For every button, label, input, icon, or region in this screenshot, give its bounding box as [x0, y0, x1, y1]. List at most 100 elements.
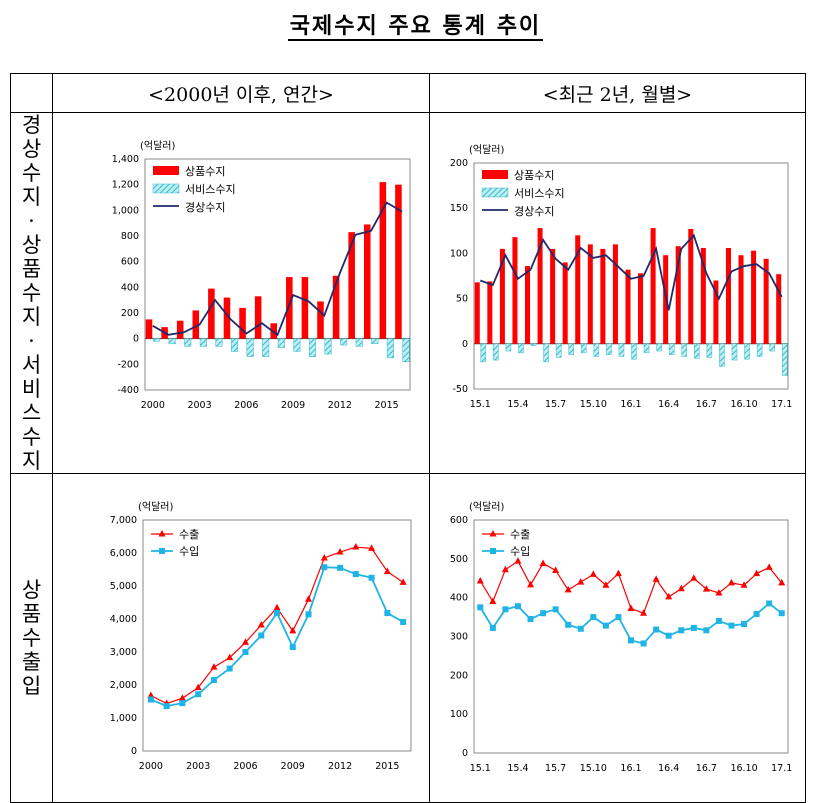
point-imports: [640, 640, 647, 647]
point-exports: [476, 576, 484, 584]
bar-services: [324, 338, 332, 355]
point-exports: [194, 683, 202, 691]
y-tick-label: 0: [131, 746, 137, 757]
point-imports: [179, 700, 186, 707]
bar-services: [719, 343, 725, 367]
y-tick-label: 200: [450, 670, 468, 681]
point-imports: [766, 600, 773, 607]
legend-goods-swatch: [153, 166, 179, 175]
point-exports: [226, 653, 234, 661]
row-label-balance: 경상수지·상품수지·서비스수지: [10, 112, 53, 474]
x-tick-label: 2000: [139, 761, 163, 772]
unit-label: (억달러): [138, 501, 174, 513]
bar-goods: [638, 273, 644, 344]
bar-goods: [474, 282, 480, 344]
header-monthly: <최근 2년, 월별>: [429, 73, 806, 113]
point-exports: [715, 589, 723, 596]
stats-table: <2000년 이후, 연간> <최근 2년, 월별> 경상수지·상품수지·서비스…: [10, 73, 806, 803]
point-imports: [577, 625, 584, 632]
point-imports: [274, 610, 280, 617]
point-imports: [540, 610, 547, 617]
bar-goods: [176, 320, 184, 339]
bar-services: [493, 343, 499, 361]
x-tick-label: 15.4: [507, 763, 528, 774]
point-exports: [241, 638, 249, 645]
x-tick-label: 17.1: [771, 399, 792, 410]
bar-services: [168, 338, 176, 345]
plot-area: [142, 519, 412, 752]
x-tick-label: 2009: [281, 400, 305, 411]
x-tick-label: 15.1: [470, 399, 491, 410]
bar-goods: [512, 237, 518, 344]
point-exports: [147, 691, 155, 699]
point-exports: [273, 603, 281, 611]
x-tick-label: 15.10: [580, 399, 607, 410]
point-exports: [690, 574, 698, 581]
y-tick-label: -50: [452, 384, 468, 395]
bar-goods: [239, 307, 246, 339]
bar-services: [593, 343, 600, 357]
point-imports: [321, 564, 328, 571]
point-imports: [728, 622, 735, 629]
y-tick-label: 0: [133, 334, 139, 345]
y-tick-label: 2,000: [110, 680, 137, 691]
point-imports: [305, 611, 312, 618]
point-imports: [753, 610, 760, 617]
point-exports: [527, 580, 535, 588]
point-imports: [163, 703, 170, 710]
chart-annual-trade: 0 1,000 2,000 3,000 4,000 5,000 6,000 7,000 2000…: [110, 501, 412, 772]
x-tick-label: 2006: [233, 761, 257, 772]
bar-goods: [348, 232, 355, 339]
legend-imports-marker: [159, 548, 165, 554]
bar-goods: [738, 255, 744, 344]
y-tick-label: 600: [450, 515, 468, 526]
point-exports: [589, 570, 597, 577]
point-exports: [514, 557, 522, 564]
y-tick-label: 7,000: [110, 515, 137, 526]
y-tick-label: 500: [450, 554, 468, 565]
bar-services: [402, 338, 410, 363]
bar-services: [184, 338, 192, 347]
x-tick-label: 2006: [234, 400, 258, 411]
x-tick-label: 16.7: [696, 399, 717, 410]
point-imports: [258, 632, 265, 639]
bar-services: [618, 343, 625, 357]
bar-services: [744, 343, 750, 360]
point-imports: [368, 574, 375, 581]
bar-services: [656, 343, 662, 352]
bar-goods: [612, 244, 618, 344]
point-imports: [384, 610, 391, 617]
point-imports: [690, 624, 697, 631]
legend-services-swatch: [481, 187, 509, 198]
bar-goods: [499, 248, 505, 344]
y-tick-label: 50: [456, 294, 468, 305]
bar-goods: [379, 182, 387, 339]
bar-goods: [208, 288, 215, 339]
point-exports: [352, 543, 360, 550]
y-tick-label: 600: [121, 257, 139, 268]
point-exports: [614, 569, 622, 577]
point-imports: [242, 649, 249, 655]
point-exports: [627, 604, 635, 612]
line-current: [152, 201, 403, 337]
point-imports: [147, 696, 154, 703]
point-exports: [665, 592, 673, 600]
bar-goods: [192, 310, 200, 339]
y-tick-label: 200: [450, 158, 468, 169]
point-imports: [615, 614, 622, 621]
x-tick-label: 2012: [328, 400, 352, 411]
point-imports: [477, 604, 484, 611]
point-exports: [652, 575, 660, 582]
x-tick-label: 16.10: [730, 763, 757, 774]
unit-label: (억달러): [469, 501, 505, 513]
legend-goods-swatch: [482, 170, 508, 179]
page-title: 국제수지 주요 통계 추이: [287, 13, 544, 41]
point-exports: [210, 663, 218, 670]
bar-services: [668, 343, 675, 355]
unit-label: (억달러): [469, 144, 505, 156]
bar-goods: [332, 275, 340, 339]
x-tick-label: 16.1: [620, 763, 641, 774]
x-tick-label: 15.4: [507, 399, 528, 410]
bar-services: [530, 343, 537, 346]
point-exports: [539, 559, 547, 566]
